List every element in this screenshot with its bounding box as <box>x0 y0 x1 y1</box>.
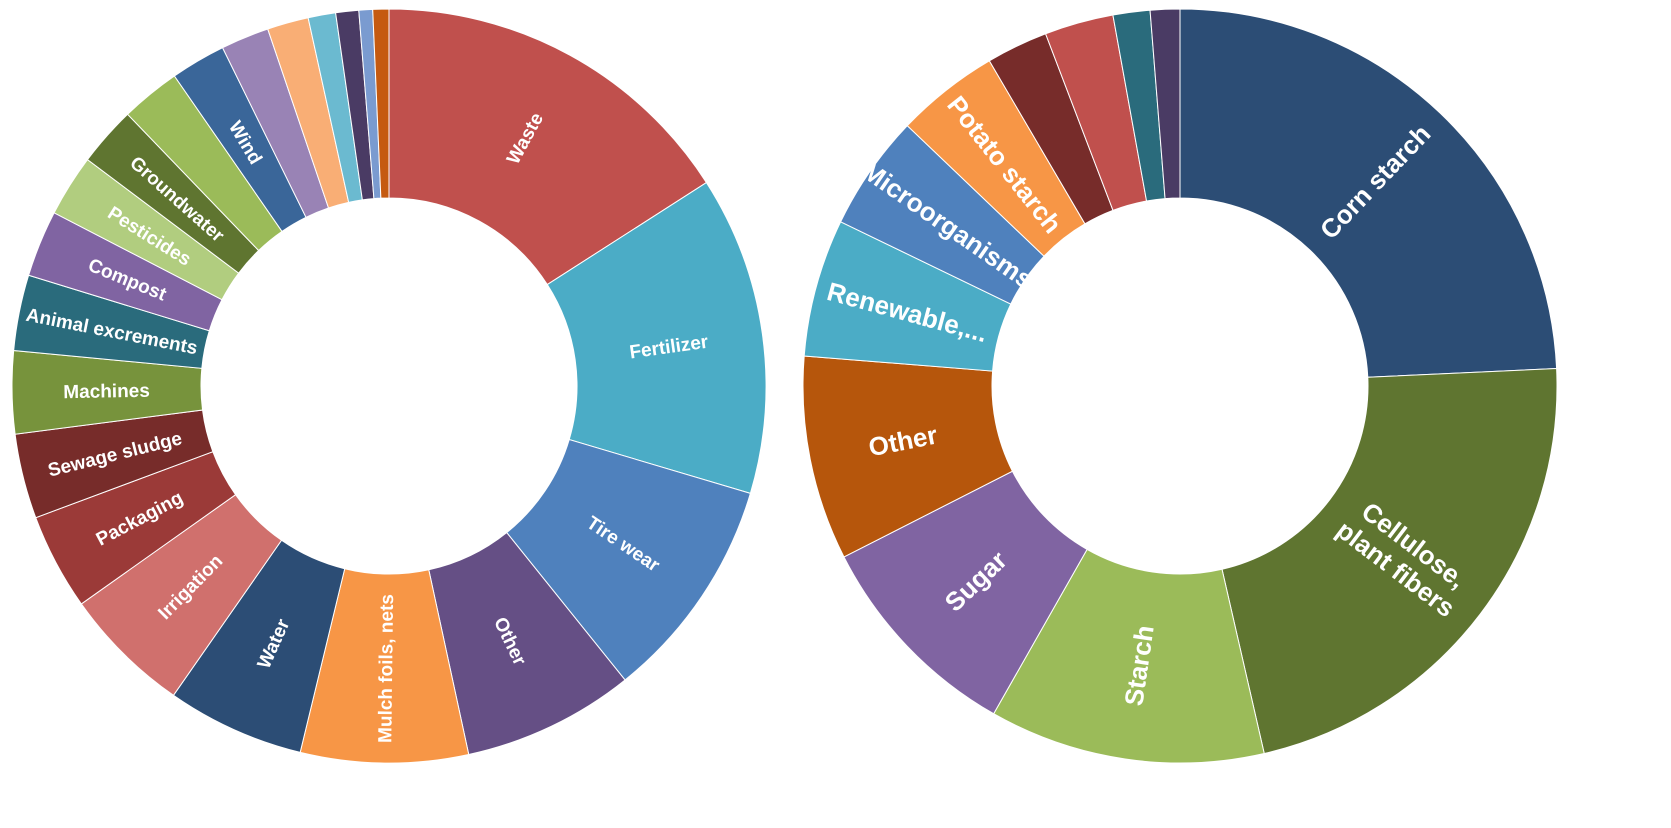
donut-slice-fertilizer <box>546 181 767 495</box>
donut-slice-waste <box>388 8 708 286</box>
donut-slice-corn-starch <box>1179 8 1558 378</box>
donut-slice-unlabeled-21 <box>372 8 390 199</box>
donut-slice-tire-wear <box>505 438 752 681</box>
donut-slice-cellulose-plant-fibers <box>1221 367 1558 755</box>
donut-slice-unlabeled-11 <box>1149 8 1181 200</box>
slice-label-mulch-foils-nets: Mulch foils, nets <box>375 594 398 743</box>
slice-label-machines: Machines <box>63 381 150 403</box>
donut-slice-starch <box>992 548 1265 764</box>
